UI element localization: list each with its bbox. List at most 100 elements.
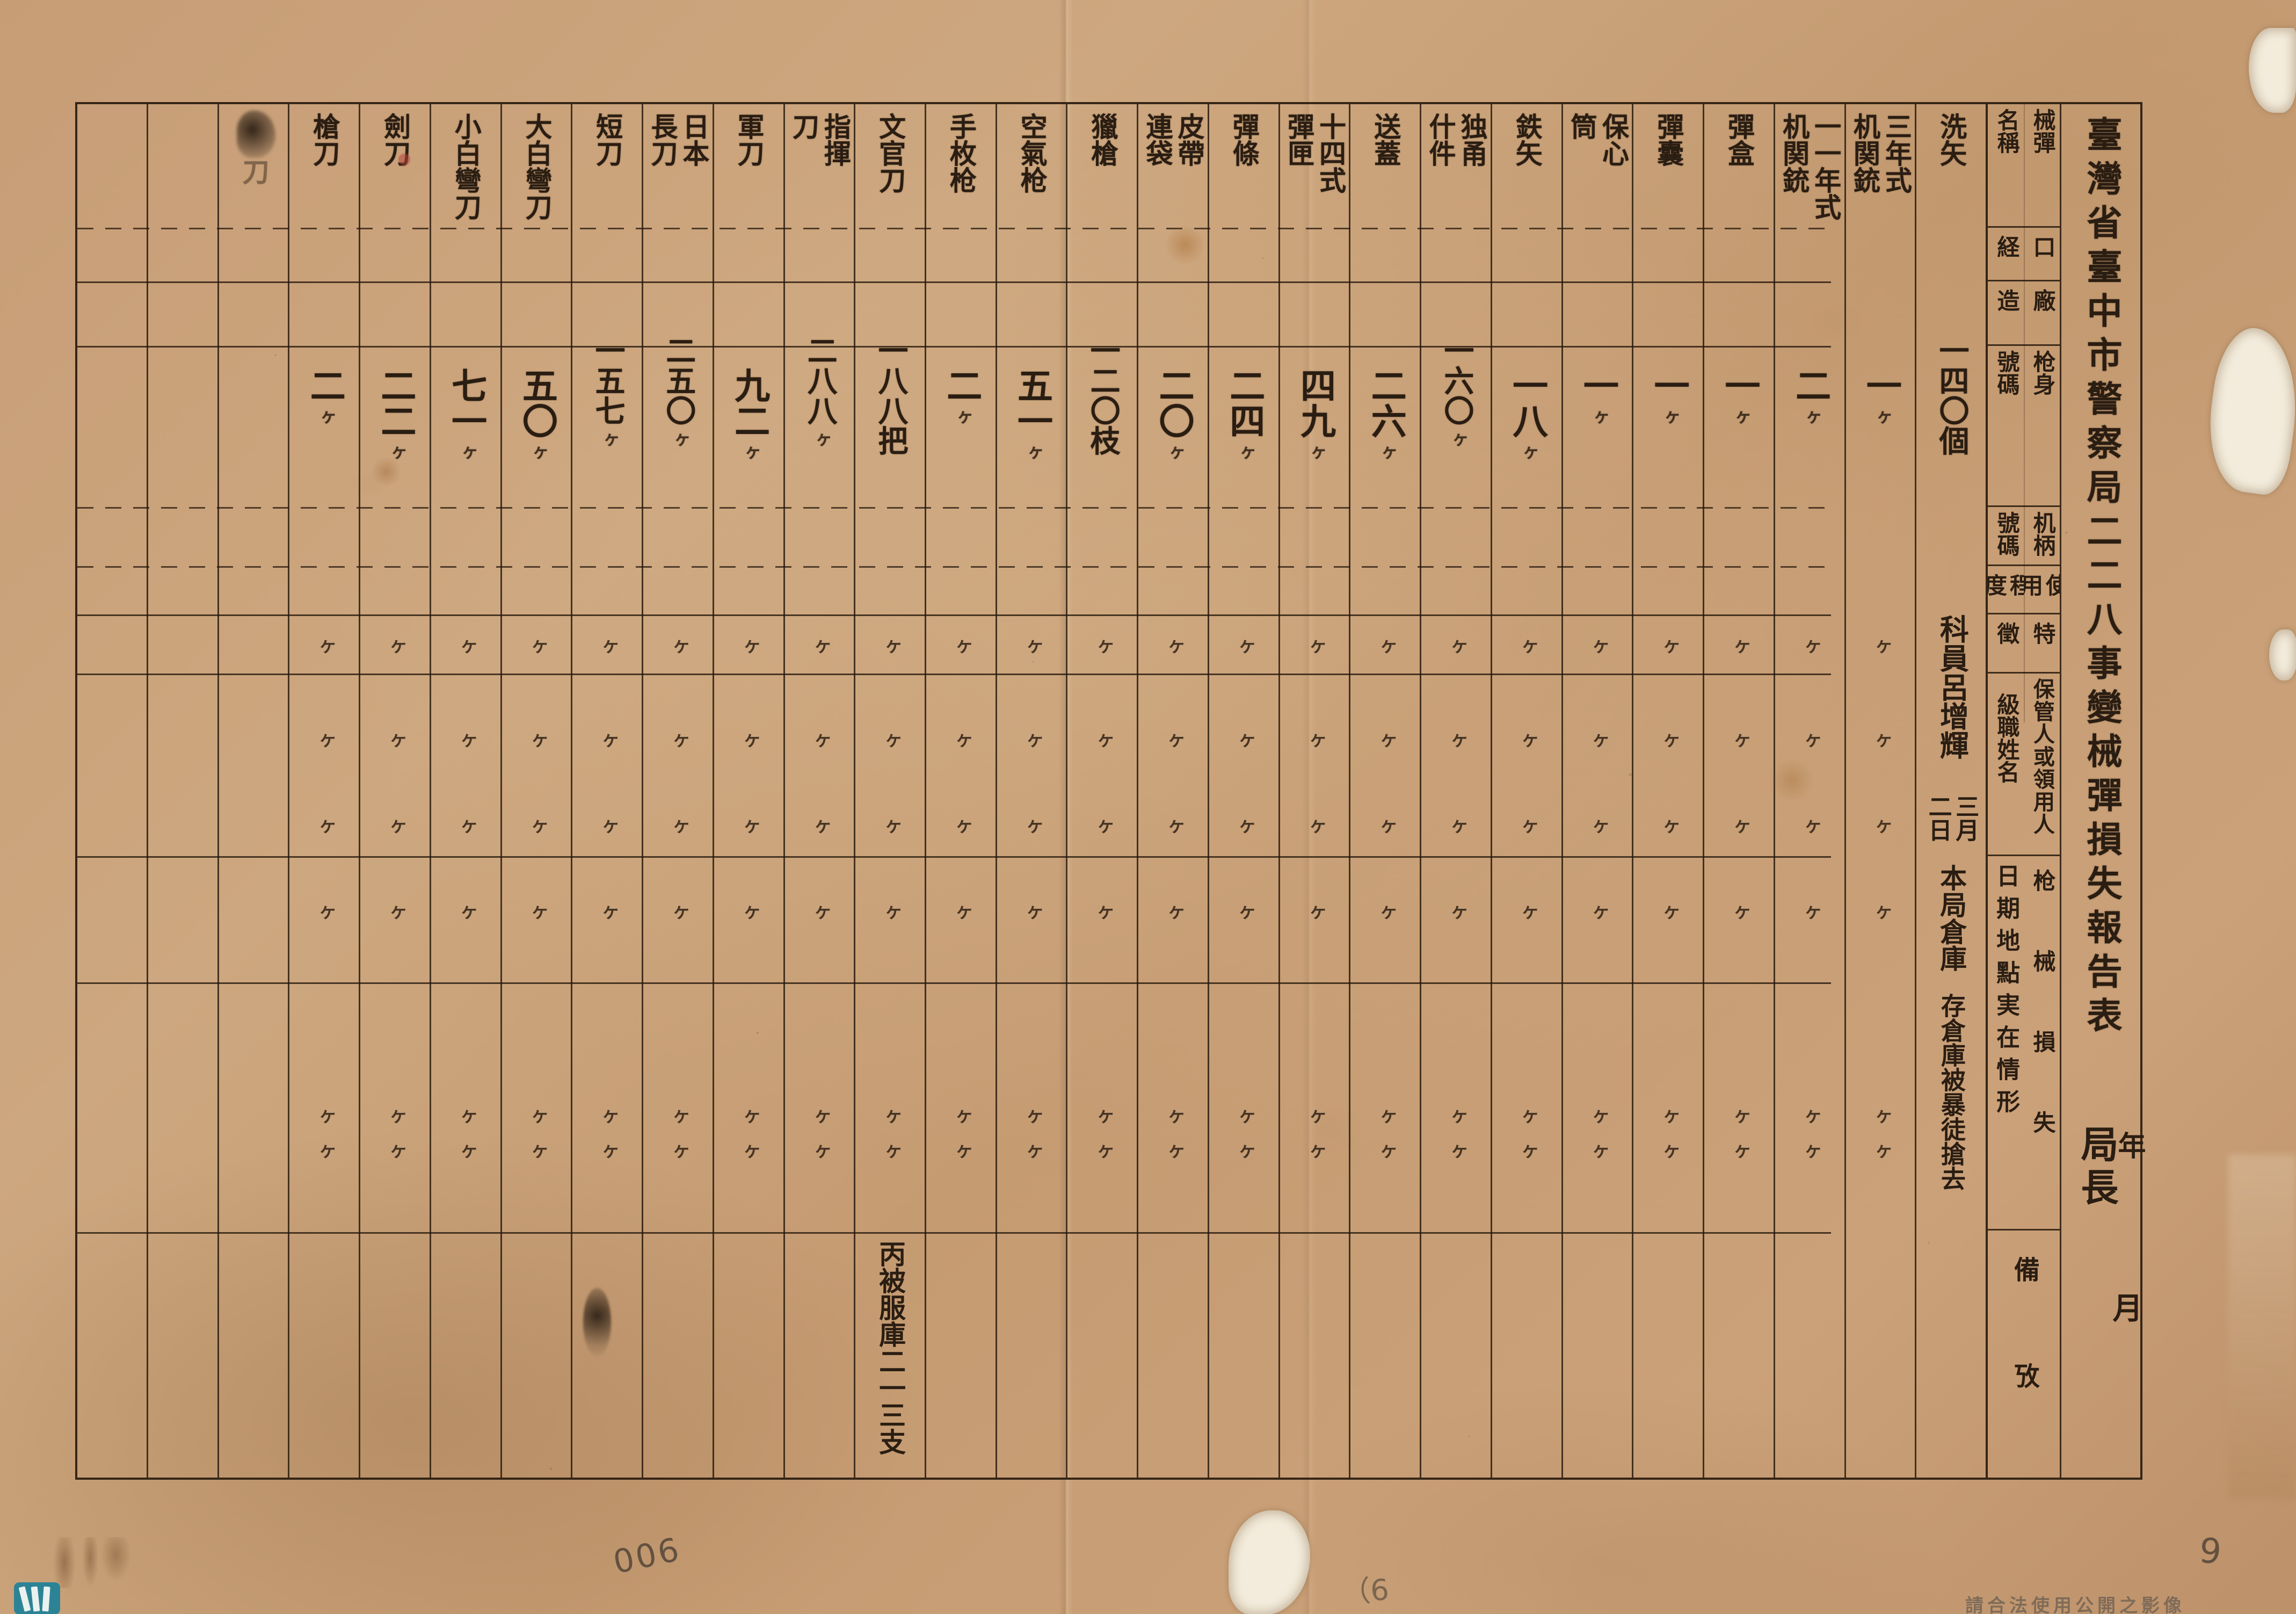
ditto-mark: ヶ	[389, 1141, 408, 1161]
item-name: 一一年式 机関銃	[1779, 113, 1841, 220]
ditto-mark: ヶ	[743, 816, 761, 836]
header-row: 造廠	[1988, 281, 2060, 346]
item-column: 三年式 机関銃 一ヶヶヶヶヶヶヶ	[1844, 104, 1915, 1478]
ditto-mark: ヶ	[1733, 1141, 1752, 1161]
item-name: 鉄矢	[1512, 113, 1542, 167]
quantity-tick-mark: ヶ	[951, 408, 971, 426]
ditto-mark: ヶ	[813, 1141, 832, 1161]
ditto-mark: ヶ	[743, 730, 761, 750]
item-name-cell: 槍刀	[289, 104, 359, 228]
quantity-value: 一八八把	[873, 335, 907, 455]
item-column: 大白彎刀 五〇ヶヶヶヶヶヶヶ	[500, 104, 571, 1478]
ditto-mark: ヶ	[1096, 1141, 1115, 1161]
item-name-cell: 保心 筒	[1563, 104, 1632, 228]
header-label: 廠	[2030, 289, 2055, 312]
item-quantity: 二五〇ヶ	[661, 335, 695, 449]
item-name: 十四式 彈匣	[1284, 113, 1346, 193]
ditto-mark: ヶ	[1026, 1106, 1044, 1126]
ditto-mark: ヶ	[672, 636, 691, 656]
ditto-mark: ヶ	[1167, 636, 1186, 656]
item-quantity: 一二〇枝	[1085, 335, 1119, 455]
header-label: 備攷	[2009, 1256, 2038, 1469]
quantity-value: 四九	[1295, 367, 1334, 438]
item-name-cell: 指揮 刀	[785, 104, 854, 228]
item-column: 彈囊 一ヶヶヶヶヶヶヶ	[1632, 104, 1703, 1478]
ditto-mark: ヶ	[1662, 636, 1681, 656]
ditto-mark: ヶ	[813, 636, 832, 656]
ditto-mark: ヶ	[672, 1106, 691, 1126]
header-row: 級職姓名 保管人或領用人	[1988, 674, 2060, 856]
ditto-mark: ヶ	[389, 730, 408, 750]
header-label: 枪身	[2030, 350, 2055, 395]
ditto-mark: ヶ	[389, 902, 408, 922]
item-column	[77, 104, 147, 1478]
header-label: 號碼	[1994, 350, 2019, 395]
header-label: 程度	[1988, 574, 2024, 596]
quantity-value: 二	[304, 367, 344, 403]
paper-hole	[2249, 28, 2296, 113]
item-quantity: 一ヶ	[1578, 367, 1617, 426]
header-cell: 造	[1988, 281, 2024, 344]
ditto-mark: ヶ	[1521, 1106, 1539, 1126]
ditto-mark: ヶ	[389, 636, 408, 656]
ditto-mark: ヶ	[389, 1106, 408, 1126]
item-name: 獵槍	[1087, 113, 1118, 167]
paper-hole	[1229, 1510, 1310, 1614]
report-table: 洗矢 一四〇個 科員呂增輝 三月 二日 本局倉庫 存倉庫被暴徒搶去 三年式 机関銃 一ヶヶヶヶ…	[75, 102, 2144, 1480]
ditto-mark: ヶ	[601, 1106, 620, 1126]
quantity-value: 一	[1861, 367, 1900, 403]
item-name-cell: 刀	[219, 104, 288, 228]
item-column: 日本 長刀 二五〇ヶヶヶヶヶヶヶ	[642, 104, 713, 1478]
pencil-number-6: （6	[1340, 1572, 1390, 1610]
header-label: 机柄	[2030, 511, 2055, 556]
item-name: 劍刀	[380, 113, 410, 167]
item-name: 小白彎刀	[451, 113, 481, 220]
ditto-mark: ヶ	[1521, 730, 1539, 750]
ditto-mark: ヶ	[1733, 636, 1752, 656]
header-row: 號碼 枪身	[1988, 346, 2060, 507]
ditto-mark: ヶ	[1026, 816, 1044, 836]
edge-discoloration	[2228, 1155, 2296, 1499]
item-name-cell: 獵槍	[1067, 104, 1137, 228]
paper-hole	[2200, 323, 2296, 498]
item-name-cell	[148, 104, 217, 228]
book-icon	[31, 1586, 40, 1612]
header-label: 経	[1994, 235, 2019, 258]
item-column: 彈條 二四ヶヶヶヶヶヶヶ	[1207, 104, 1278, 1478]
header-cell: 備攷	[1988, 1231, 2060, 1480]
ditto-mark: ヶ	[672, 730, 691, 750]
ditto-mark: ヶ	[1521, 816, 1539, 836]
ditto-mark: ヶ	[1874, 1141, 1893, 1161]
header-cell: 名稱	[1988, 104, 2024, 226]
ditto-mark: ヶ	[1026, 902, 1044, 922]
ditto-mark: ヶ	[1026, 1141, 1044, 1161]
item-quantity: 二ヶ	[304, 367, 344, 426]
header-row: 程度 使用	[1988, 566, 2060, 614]
item-quantity: 一ヶ	[1719, 367, 1759, 426]
item-column: 彈盒 一ヶヶヶヶヶヶヶ	[1703, 104, 1774, 1478]
ditto-mark: ヶ	[1238, 636, 1256, 656]
ditto-mark: ヶ	[531, 1141, 549, 1161]
header-label: 保管人或領用人	[2030, 678, 2054, 836]
ditto-mark: ヶ	[884, 1106, 903, 1126]
ditto-mark: ヶ	[460, 902, 478, 922]
pencil-number-006: 006	[610, 1530, 685, 1582]
quantity-value: 一二〇枝	[1086, 335, 1120, 455]
ditto-mark: ヶ	[1592, 730, 1610, 750]
ditto-mark: ヶ	[1379, 636, 1398, 656]
ditto-mark: ヶ	[1592, 1106, 1610, 1126]
ditto-mark: ヶ	[1238, 902, 1256, 922]
ditto-mark: ヶ	[318, 902, 337, 922]
ditto-mark: ヶ	[1167, 902, 1186, 922]
item-quantity: 一ヶ	[1648, 367, 1688, 426]
archive-logo-stamp	[14, 1582, 60, 1614]
header-cell: 廠	[2024, 281, 2060, 344]
header-label: 造	[1994, 289, 2019, 312]
ditto-mark: ヶ	[743, 902, 761, 922]
item-name: 空氣枪	[1016, 113, 1047, 193]
ditto-mark: ヶ	[1167, 1141, 1186, 1161]
ditto-mark: ヶ	[531, 816, 549, 836]
ditto-mark: ヶ	[1662, 1141, 1681, 1161]
ditto-mark: ヶ	[1592, 902, 1610, 922]
item-name: 軍刀	[733, 113, 764, 167]
